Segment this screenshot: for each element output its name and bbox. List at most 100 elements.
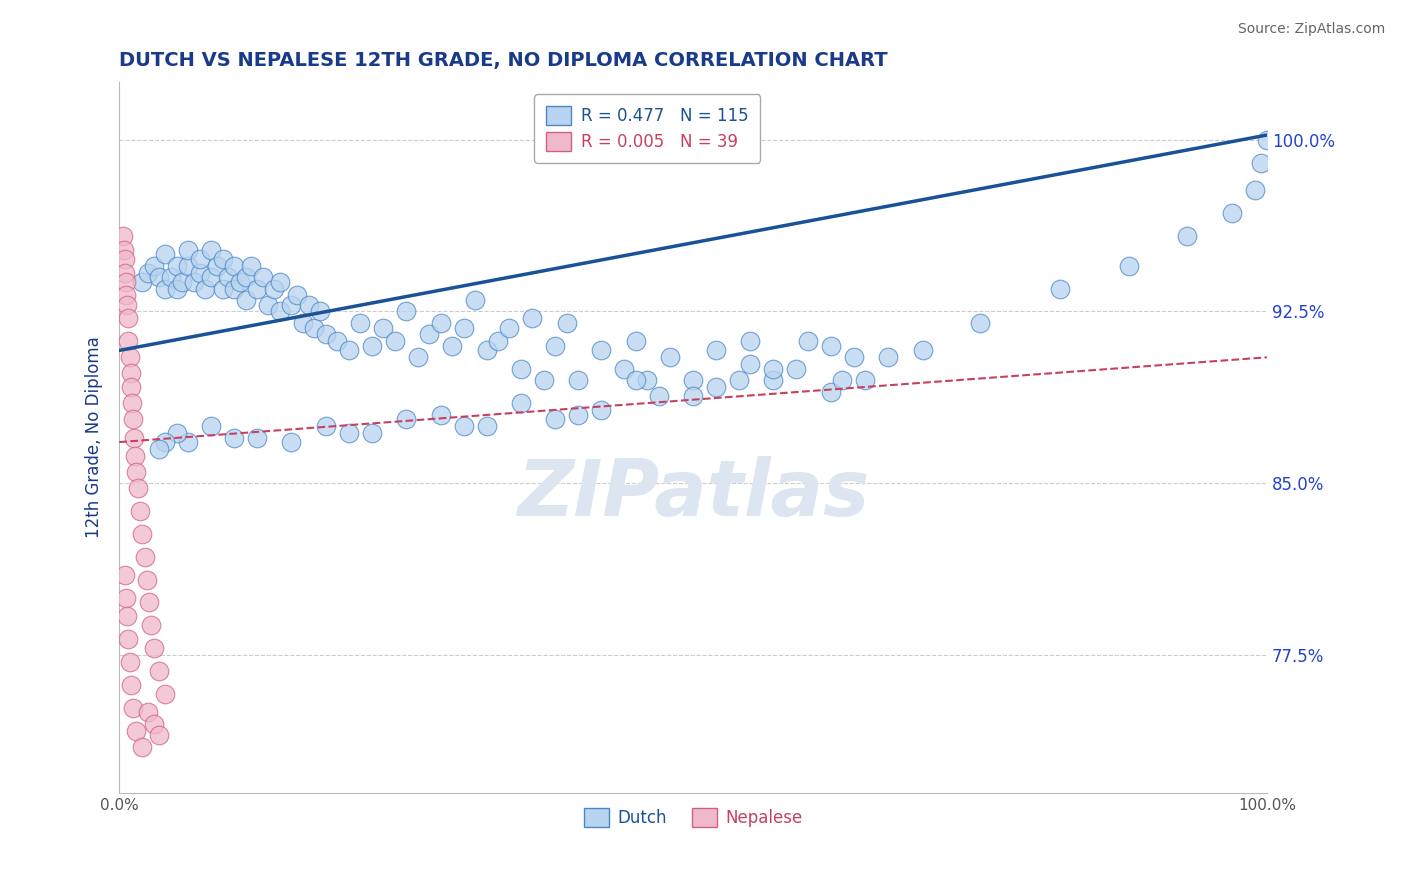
Point xyxy=(263,282,285,296)
Point xyxy=(142,259,165,273)
Point xyxy=(453,320,475,334)
Point xyxy=(131,275,153,289)
Point xyxy=(441,339,464,353)
Point xyxy=(200,270,222,285)
Point xyxy=(117,632,139,647)
Point xyxy=(177,243,200,257)
Point xyxy=(911,343,934,358)
Point xyxy=(280,297,302,311)
Point xyxy=(194,282,217,296)
Point xyxy=(177,435,200,450)
Point xyxy=(117,311,139,326)
Point xyxy=(853,373,876,387)
Point xyxy=(315,419,337,434)
Point xyxy=(148,664,170,678)
Point xyxy=(240,259,263,273)
Point xyxy=(200,419,222,434)
Text: ZIPatlas: ZIPatlas xyxy=(517,457,869,533)
Point xyxy=(217,270,239,285)
Point xyxy=(360,339,382,353)
Point xyxy=(309,304,332,318)
Point xyxy=(429,408,451,422)
Point xyxy=(498,320,520,334)
Point xyxy=(166,282,188,296)
Point xyxy=(117,334,139,349)
Point xyxy=(177,259,200,273)
Point xyxy=(797,334,820,349)
Point xyxy=(142,717,165,731)
Point xyxy=(567,373,589,387)
Point xyxy=(740,357,762,371)
Point xyxy=(148,270,170,285)
Point xyxy=(1049,282,1071,296)
Point xyxy=(122,701,145,715)
Point xyxy=(555,316,578,330)
Point xyxy=(429,316,451,330)
Point xyxy=(142,641,165,656)
Point xyxy=(877,351,900,365)
Point xyxy=(118,351,141,365)
Point xyxy=(315,327,337,342)
Point xyxy=(969,316,991,330)
Point xyxy=(453,419,475,434)
Point xyxy=(464,293,486,307)
Point xyxy=(135,573,157,587)
Point xyxy=(120,367,142,381)
Point xyxy=(153,247,176,261)
Point xyxy=(183,275,205,289)
Point xyxy=(200,243,222,257)
Point xyxy=(127,481,149,495)
Point xyxy=(153,435,176,450)
Point xyxy=(785,361,807,376)
Point xyxy=(820,384,842,399)
Point xyxy=(153,687,176,701)
Point xyxy=(229,275,252,289)
Point xyxy=(129,504,152,518)
Point xyxy=(1250,155,1272,169)
Point xyxy=(647,389,669,403)
Point xyxy=(510,361,533,376)
Point xyxy=(682,389,704,403)
Point xyxy=(111,228,134,243)
Point xyxy=(131,739,153,754)
Legend: Dutch, Nepalese: Dutch, Nepalese xyxy=(578,801,808,834)
Point xyxy=(120,380,142,394)
Point xyxy=(211,282,233,296)
Point xyxy=(114,252,136,266)
Point xyxy=(1118,259,1140,273)
Point xyxy=(740,334,762,349)
Point xyxy=(624,334,647,349)
Point xyxy=(406,351,429,365)
Point xyxy=(510,396,533,410)
Y-axis label: 12th Grade, No Diploma: 12th Grade, No Diploma xyxy=(86,336,103,539)
Point xyxy=(222,259,245,273)
Point xyxy=(486,334,509,349)
Point xyxy=(134,549,156,564)
Point xyxy=(125,465,148,479)
Point xyxy=(188,252,211,266)
Point xyxy=(337,343,360,358)
Point xyxy=(349,316,371,330)
Point xyxy=(235,293,257,307)
Point xyxy=(544,412,567,426)
Text: Source: ZipAtlas.com: Source: ZipAtlas.com xyxy=(1237,22,1385,37)
Point xyxy=(125,723,148,738)
Point xyxy=(475,419,498,434)
Point xyxy=(246,282,269,296)
Point xyxy=(728,373,751,387)
Point xyxy=(591,403,613,417)
Point xyxy=(160,270,183,285)
Point xyxy=(285,288,308,302)
Point xyxy=(762,361,785,376)
Point xyxy=(222,430,245,444)
Point xyxy=(704,380,727,394)
Point xyxy=(567,408,589,422)
Point xyxy=(148,442,170,456)
Point xyxy=(544,339,567,353)
Point xyxy=(591,343,613,358)
Point xyxy=(257,297,280,311)
Point xyxy=(166,259,188,273)
Point xyxy=(112,243,135,257)
Point xyxy=(235,270,257,285)
Point xyxy=(280,435,302,450)
